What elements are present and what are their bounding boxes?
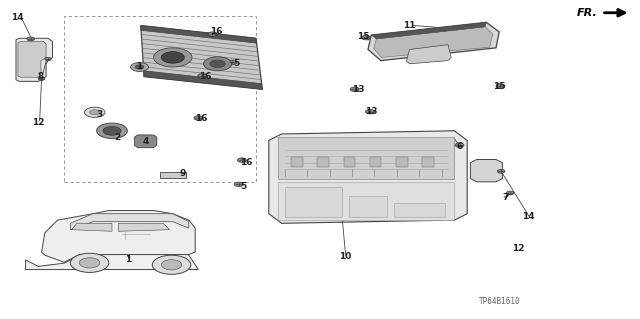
Polygon shape <box>406 45 451 64</box>
Bar <box>278 137 454 179</box>
Text: TP64B1610: TP64B1610 <box>478 297 520 306</box>
Text: 1: 1 <box>125 256 131 264</box>
Text: 1: 1 <box>136 63 143 71</box>
Polygon shape <box>371 22 486 39</box>
Circle shape <box>198 74 207 78</box>
Circle shape <box>84 107 105 117</box>
Polygon shape <box>72 223 112 231</box>
Bar <box>396 157 408 167</box>
Bar <box>344 157 355 167</box>
Polygon shape <box>18 41 46 77</box>
Polygon shape <box>144 71 262 89</box>
Polygon shape <box>42 211 195 262</box>
Polygon shape <box>134 135 157 148</box>
Circle shape <box>362 35 371 40</box>
Circle shape <box>103 126 121 135</box>
Text: 2: 2 <box>114 133 120 142</box>
Polygon shape <box>16 38 52 81</box>
Text: 12: 12 <box>32 118 45 127</box>
Text: 11: 11 <box>403 21 416 30</box>
Polygon shape <box>70 214 189 230</box>
Circle shape <box>204 57 232 71</box>
Text: 4: 4 <box>143 137 149 146</box>
Bar <box>278 182 454 220</box>
Bar <box>285 187 342 217</box>
Text: 6: 6 <box>456 142 463 151</box>
Text: 5: 5 <box>234 59 240 68</box>
Circle shape <box>161 260 182 270</box>
Circle shape <box>90 110 100 115</box>
Circle shape <box>237 158 246 162</box>
Circle shape <box>70 253 109 272</box>
Bar <box>291 157 303 167</box>
Bar <box>64 16 256 182</box>
Text: 13: 13 <box>352 85 365 94</box>
Polygon shape <box>141 26 256 43</box>
Bar <box>349 196 387 217</box>
Circle shape <box>228 60 237 64</box>
Polygon shape <box>269 131 467 223</box>
Text: 14: 14 <box>11 13 24 22</box>
Bar <box>422 157 434 167</box>
Circle shape <box>154 48 192 67</box>
Bar <box>394 203 445 217</box>
Circle shape <box>135 65 144 69</box>
Text: 14: 14 <box>522 212 534 221</box>
Circle shape <box>131 63 148 71</box>
Bar <box>317 157 329 167</box>
Circle shape <box>234 182 243 187</box>
Circle shape <box>161 52 184 63</box>
Text: 15: 15 <box>493 82 506 91</box>
Text: 16: 16 <box>195 114 208 122</box>
Text: 15: 15 <box>357 32 370 41</box>
Text: 16: 16 <box>240 158 253 167</box>
Circle shape <box>27 37 35 41</box>
Circle shape <box>38 77 45 80</box>
Text: 16: 16 <box>210 27 223 36</box>
Circle shape <box>506 191 514 195</box>
Text: 10: 10 <box>339 252 352 261</box>
Text: 16: 16 <box>198 72 211 81</box>
Bar <box>160 172 186 178</box>
Text: 5: 5 <box>240 182 246 191</box>
Text: 7: 7 <box>502 193 509 202</box>
Polygon shape <box>470 160 502 182</box>
Circle shape <box>79 258 100 268</box>
Text: FR.: FR. <box>577 8 597 18</box>
Circle shape <box>97 123 127 138</box>
Circle shape <box>365 109 374 114</box>
Text: 3: 3 <box>96 110 102 119</box>
Circle shape <box>210 60 225 68</box>
Polygon shape <box>141 26 262 89</box>
Text: 12: 12 <box>512 244 525 253</box>
Circle shape <box>455 143 464 147</box>
Bar <box>370 157 381 167</box>
Text: 9: 9 <box>179 169 186 178</box>
Text: 8: 8 <box>37 72 44 81</box>
Polygon shape <box>26 252 198 270</box>
Circle shape <box>208 32 217 36</box>
Polygon shape <box>374 27 493 57</box>
Polygon shape <box>368 22 499 61</box>
Circle shape <box>497 169 505 173</box>
Circle shape <box>152 255 191 274</box>
Text: 13: 13 <box>365 107 378 116</box>
Polygon shape <box>118 223 170 231</box>
Circle shape <box>350 87 359 92</box>
Circle shape <box>45 57 51 61</box>
Circle shape <box>496 84 505 88</box>
Circle shape <box>194 116 203 120</box>
